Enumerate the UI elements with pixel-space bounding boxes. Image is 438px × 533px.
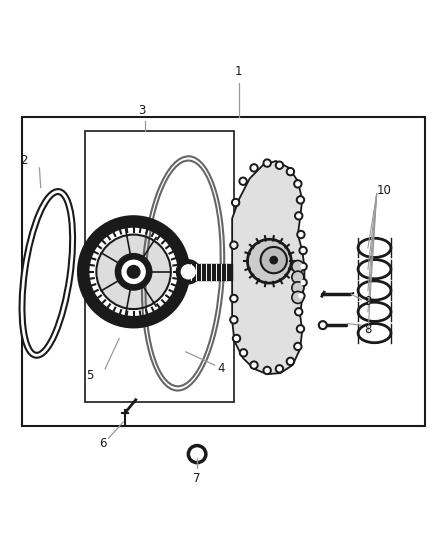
Circle shape xyxy=(292,271,304,283)
Text: 10: 10 xyxy=(377,184,392,197)
Circle shape xyxy=(292,292,304,303)
Circle shape xyxy=(297,214,301,218)
Circle shape xyxy=(297,230,305,239)
Circle shape xyxy=(241,351,246,355)
Text: 3: 3 xyxy=(139,104,146,117)
Bar xyxy=(22,117,425,426)
Circle shape xyxy=(250,164,258,172)
Circle shape xyxy=(299,246,307,255)
Circle shape xyxy=(299,232,303,237)
Text: 7: 7 xyxy=(193,472,201,484)
Circle shape xyxy=(265,161,269,165)
Text: 5: 5 xyxy=(86,369,93,382)
Circle shape xyxy=(299,262,307,271)
Circle shape xyxy=(299,294,303,298)
Circle shape xyxy=(277,367,282,371)
Circle shape xyxy=(233,200,238,205)
Circle shape xyxy=(297,196,304,204)
Circle shape xyxy=(97,236,170,308)
Circle shape xyxy=(269,256,278,264)
Circle shape xyxy=(239,177,247,185)
Circle shape xyxy=(181,265,195,279)
Circle shape xyxy=(232,243,236,247)
Circle shape xyxy=(127,265,141,279)
Ellipse shape xyxy=(192,450,202,458)
Circle shape xyxy=(250,361,258,369)
Circle shape xyxy=(295,212,303,220)
Circle shape xyxy=(265,368,269,373)
Circle shape xyxy=(263,159,271,167)
Circle shape xyxy=(286,357,294,366)
Circle shape xyxy=(232,198,240,207)
Circle shape xyxy=(301,280,305,285)
Text: 9: 9 xyxy=(364,295,372,308)
Polygon shape xyxy=(232,161,304,374)
Circle shape xyxy=(252,363,256,367)
Circle shape xyxy=(234,336,239,341)
Circle shape xyxy=(296,344,300,349)
Circle shape xyxy=(232,296,236,301)
Circle shape xyxy=(276,161,283,169)
Text: 8: 8 xyxy=(364,323,371,336)
Circle shape xyxy=(230,294,238,303)
Circle shape xyxy=(299,278,307,287)
Circle shape xyxy=(294,180,302,188)
Circle shape xyxy=(298,327,303,331)
Circle shape xyxy=(252,166,256,170)
Text: 2: 2 xyxy=(20,155,28,167)
Circle shape xyxy=(297,292,305,300)
Circle shape xyxy=(232,318,236,322)
Circle shape xyxy=(301,248,305,253)
Circle shape xyxy=(296,182,300,186)
Circle shape xyxy=(298,198,303,202)
Circle shape xyxy=(292,261,304,272)
Circle shape xyxy=(288,169,293,174)
Circle shape xyxy=(240,349,247,357)
Circle shape xyxy=(288,359,293,364)
Text: 6: 6 xyxy=(99,437,106,450)
Circle shape xyxy=(276,365,283,373)
Circle shape xyxy=(230,316,238,324)
Circle shape xyxy=(121,260,146,284)
Circle shape xyxy=(297,325,304,333)
Bar xyxy=(85,131,234,402)
Circle shape xyxy=(177,260,200,284)
Circle shape xyxy=(297,310,301,314)
Circle shape xyxy=(301,264,305,269)
Circle shape xyxy=(247,239,291,283)
Circle shape xyxy=(277,163,282,167)
Circle shape xyxy=(261,247,287,273)
Circle shape xyxy=(286,167,294,176)
Ellipse shape xyxy=(188,446,206,463)
Circle shape xyxy=(294,342,302,351)
Circle shape xyxy=(263,366,271,375)
Text: 4: 4 xyxy=(217,362,225,375)
Circle shape xyxy=(319,321,327,329)
Circle shape xyxy=(116,254,151,289)
Circle shape xyxy=(230,241,238,249)
Text: 1: 1 xyxy=(235,66,243,78)
Circle shape xyxy=(233,334,240,343)
Circle shape xyxy=(292,282,304,294)
Circle shape xyxy=(241,179,245,183)
Circle shape xyxy=(295,308,303,316)
